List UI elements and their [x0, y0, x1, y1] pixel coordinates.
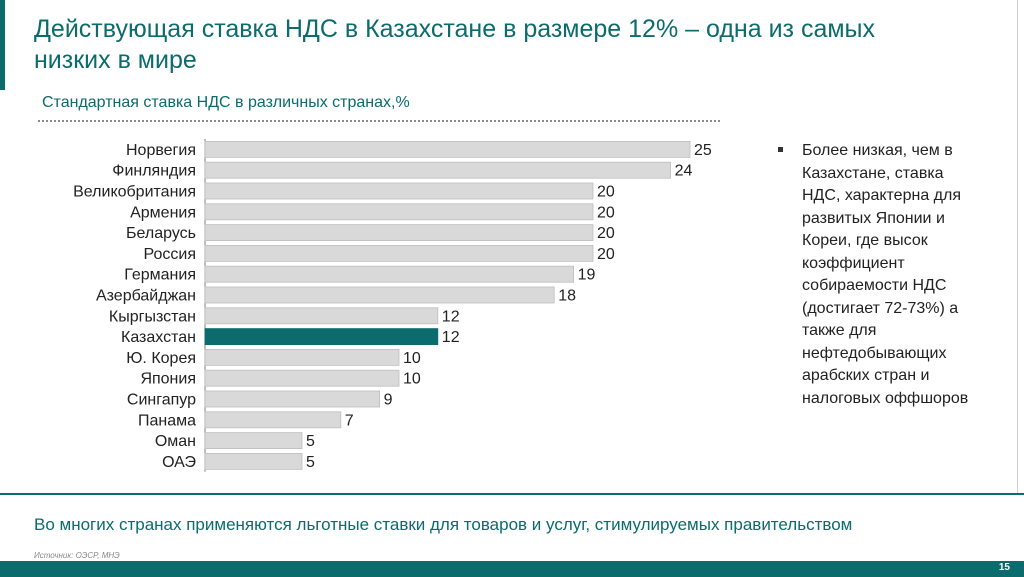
value-label: 5	[306, 433, 315, 450]
category-label: Россия	[144, 246, 196, 263]
category-label: Кыргызстан	[109, 308, 196, 325]
bar	[204, 452, 303, 470]
value-label: 24	[675, 163, 693, 180]
value-label: 12	[442, 308, 460, 325]
bar	[204, 390, 381, 408]
bottom-bar	[0, 561, 1024, 577]
value-label: 7	[345, 412, 354, 429]
bar	[204, 224, 594, 241]
bar	[204, 265, 575, 283]
category-label: Великобритания	[73, 184, 196, 201]
category-label: Оман	[155, 433, 196, 450]
category-label: Германия	[124, 267, 196, 284]
bar	[204, 203, 594, 221]
bullet-icon	[778, 147, 783, 152]
value-label: 10	[403, 350, 421, 367]
side-note-text: Более низкая, чем в Казахстане, ставка Н…	[802, 142, 969, 407]
bar	[204, 328, 439, 346]
value-label: 5	[306, 454, 315, 471]
side-note: Более низкая, чем в Казахстане, ставка Н…	[778, 140, 978, 410]
value-label: 12	[442, 329, 460, 346]
dotted-divider	[38, 120, 720, 122]
bar	[204, 182, 594, 200]
value-label: 25	[694, 142, 712, 159]
right-border-line	[1017, 0, 1018, 495]
value-label: 18	[558, 288, 576, 305]
footer-note: Во многих странах применяются льготные с…	[34, 515, 853, 534]
bar	[204, 245, 594, 262]
slide-title: Действующая ставка НДС в Казахстане в ра…	[34, 15, 876, 74]
bar	[204, 369, 400, 387]
category-label: Азербайджан	[96, 288, 196, 305]
category-label: Япония	[140, 371, 196, 388]
footer-divider	[0, 493, 1024, 495]
category-label: Панама	[138, 412, 196, 429]
bar	[204, 411, 342, 429]
vat-bar-chart: Норвегия 25 Финляндия 24 Великобритания 20 Арм…	[73, 139, 712, 472]
value-label: 10	[403, 371, 421, 388]
value-label: 20	[597, 184, 615, 201]
category-label: Финляндия	[112, 163, 196, 180]
bar	[204, 432, 303, 450]
source-note: Источник: ОЭСР, МНЭ	[34, 551, 120, 560]
bar	[204, 161, 672, 179]
category-label: Беларусь	[126, 225, 196, 242]
title-accent-bar	[0, 0, 5, 90]
category-label: Норвегия	[126, 142, 196, 159]
category-label: Ю. Корея	[126, 350, 196, 367]
value-label: 20	[597, 246, 615, 263]
value-label: 9	[384, 392, 393, 409]
value-label: 20	[597, 225, 615, 242]
bar	[204, 286, 555, 304]
bar	[204, 140, 691, 158]
value-label: 19	[578, 267, 596, 284]
category-label: Армения	[130, 204, 196, 221]
value-label: 20	[597, 204, 615, 221]
bar	[204, 348, 400, 366]
page-number: 15	[998, 562, 1010, 573]
category-label: Казахстан	[121, 329, 196, 346]
category-label: ОАЭ	[162, 454, 196, 471]
bar	[204, 307, 439, 325]
chart-title: Стандартная ставка НДС в различных стран…	[42, 94, 410, 111]
category-label: Сингапур	[127, 392, 196, 409]
